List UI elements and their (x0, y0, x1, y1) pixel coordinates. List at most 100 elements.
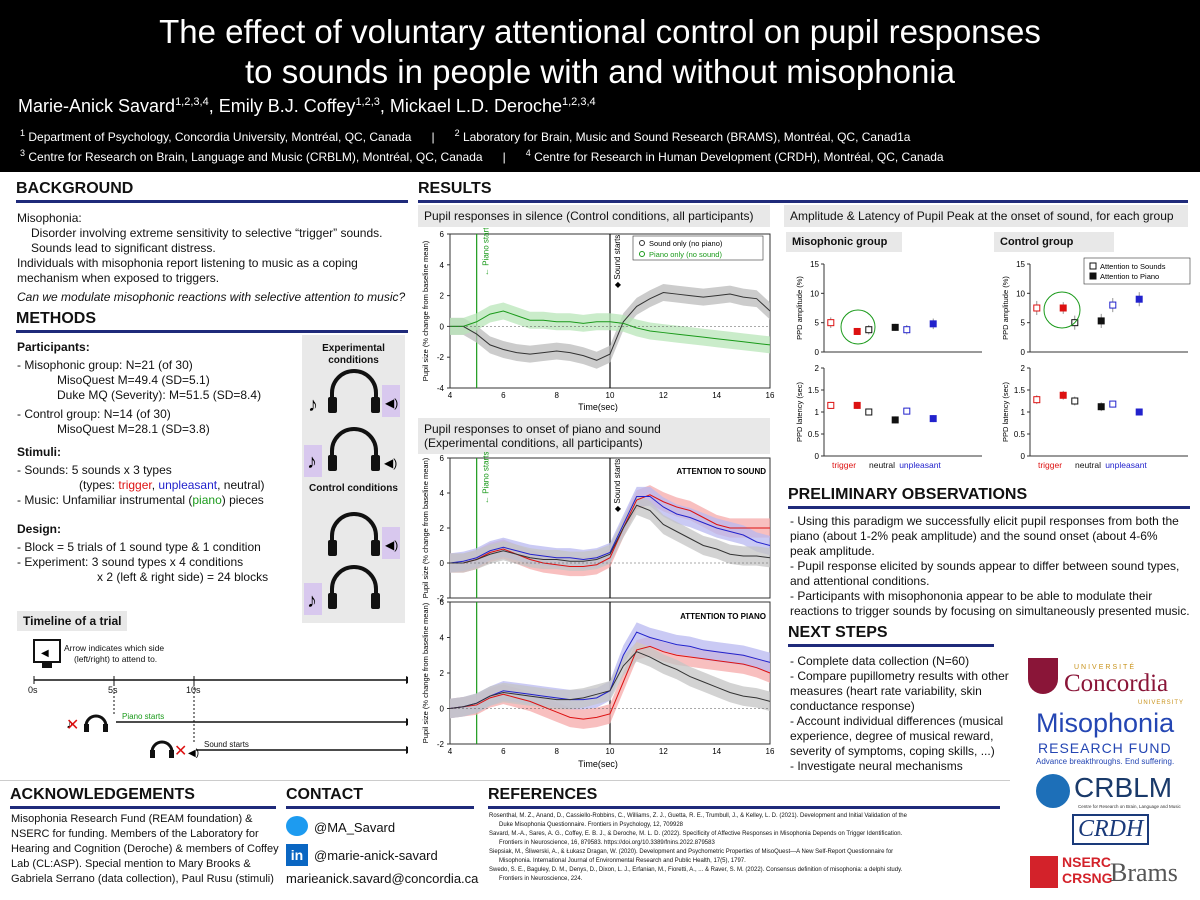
affil-text: Department of Psychology, Concordia Univ… (28, 130, 412, 144)
ref-line: Misophonia. International Journal of Env… (499, 858, 746, 864)
methods-heading: METHODS (16, 310, 96, 327)
data-point (1109, 400, 1117, 408)
stimuli-heading: Stimuli: (17, 445, 61, 459)
next-line: severity of symptoms, coping skills, ...… (790, 744, 995, 758)
stim-neutral: , neutral) (217, 478, 265, 492)
methods-line: - Block = 5 trials of 1 sound type & 1 c… (17, 540, 261, 554)
bg-line: mechanism when exposed to triggers. (17, 271, 220, 285)
y-tick-label: 4 (440, 261, 445, 270)
y-axis-label: PPD latency (sec) (1001, 381, 1010, 442)
email-link[interactable]: marieanick.savard@concordia.ca (286, 871, 479, 886)
category-label: neutral (869, 460, 895, 470)
conditions-panel: Experimental conditions Control conditio… (302, 335, 405, 623)
ack-line: NSERC for funding. Members of the Labora… (11, 828, 259, 840)
title-line-1: The effect of voluntary attentional cont… (159, 13, 1041, 50)
data-point (1109, 301, 1117, 309)
x-axis-label: Time(sec) (578, 759, 618, 769)
stim-comma: , (151, 478, 159, 492)
onset-bar-line: (Experimental conditions, all participan… (424, 436, 643, 450)
headphones-icon: ♪ ◀) (304, 427, 397, 477)
y-tick-label: 0 (815, 348, 820, 357)
observations-heading: PRELIMINARY OBSERVATIONS (788, 486, 1028, 503)
series-line (450, 292, 771, 361)
obs-line: peak amplitude. (790, 544, 875, 558)
ref-line: Frontiers in Neuroscience, 224. (499, 876, 583, 882)
legend-label: Neutral sounds (692, 452, 743, 453)
y-tick-label: 0 (440, 322, 445, 331)
error-band (450, 495, 770, 573)
ref-line: Duke Misophonia Questionnaire. Frontiers… (499, 822, 683, 828)
y-axis-label: Pupil size (% change from baseline mean) (421, 240, 430, 381)
y-tick-label: 0 (815, 452, 820, 461)
x-tick-label: 6 (501, 391, 506, 400)
affiliations-line-1: 1 Department of Psychology, Concordia Un… (20, 128, 910, 144)
next-line: - Account individual differences (musica… (790, 714, 1004, 728)
y-tick-label: 10 (1016, 289, 1025, 298)
piano-starts-label: ← Piano starts (482, 452, 491, 504)
legend-label: Piano only (no sound) (649, 250, 722, 259)
panel-title: ATTENTION TO PIANO (680, 612, 766, 621)
next-line: - Compare pupillometry results with othe… (790, 669, 1009, 683)
music-piano: piano (192, 493, 222, 507)
y-tick-label: -2 (437, 594, 445, 603)
next-line: - Investigate neural mechanisms (790, 759, 963, 773)
category-label: trigger (1038, 460, 1062, 470)
ref-line: Savard, M.-A., Sares, A. G., Coffey, E. … (489, 831, 903, 837)
ack-line: Lab (CL:ASP). Special mention to Mary Br… (11, 858, 251, 870)
piano-starts-label: Piano starts (122, 712, 165, 721)
y-axis-label: PPD latency (sec) (795, 381, 804, 442)
silence-chart-bar: Pupil responses in silence (Control cond… (418, 205, 770, 227)
x-tick-label: 16 (766, 391, 775, 400)
design-heading: Design: (17, 522, 62, 536)
headphones-icon: ♪ ◀) (308, 369, 400, 417)
bg-line: Individuals with misophonia report liste… (17, 256, 358, 270)
concordia-logo: Concordia (1064, 670, 1169, 697)
series-line (450, 310, 771, 346)
x-axis-label: Time(sec) (578, 402, 618, 412)
y-tick-label: 6 (440, 598, 445, 607)
nserc-logo: NSERC CRSNG (1062, 854, 1113, 886)
crblm-logo: CRBLM (1074, 772, 1173, 803)
affil-text: Centre for Research on Brain, Language a… (28, 150, 483, 164)
background-text: Misophonia: Disorder involving extreme s… (17, 211, 405, 305)
legend-marker (639, 251, 645, 257)
x-tick-label: 6 (501, 747, 506, 756)
obs-line: - Using this paradigm we successfully el… (790, 514, 1179, 528)
x-tick-label: 4 (448, 747, 453, 756)
logos-panel: UNIVERSITÉ Concordia UNIVERSITY Misophon… (1018, 648, 1194, 898)
references-rule (488, 806, 1000, 809)
panel-title: ATTENTION TO SOUND (677, 467, 767, 476)
linkedin-icon: in (286, 844, 308, 866)
twitter-handle[interactable]: @MA_Savard (314, 820, 396, 835)
next-line: experience, degree of musical reward, (790, 729, 994, 743)
series-line (450, 494, 770, 567)
title-line-2: to sounds in people with and without mis… (245, 53, 955, 90)
onset-chart-bar: Pupil responses to onset of piano and so… (418, 418, 770, 454)
highlight-circle (1043, 291, 1081, 329)
category-label: unpleasant (899, 460, 941, 470)
category-label: trigger (832, 460, 856, 470)
music-text: - Music: Unfamiliar instrumental ( (17, 493, 193, 507)
obs-line: reactions to trigger sounds by focusing … (790, 604, 1190, 618)
y-tick-label: 1 (1021, 408, 1026, 417)
obs-line: - Pupil response elicited by sounds appe… (790, 559, 1180, 573)
background-rule (16, 200, 408, 203)
ref-line: Rosenthal, M. Z., Anand, D., Cassiello-R… (489, 813, 907, 819)
crblm-brain-icon (1036, 774, 1070, 808)
y-axis-label: Pupil size (% change from baseline mean) (421, 457, 430, 598)
arrow-icon: ◀ (41, 648, 49, 659)
y-tick-label: 5 (815, 319, 820, 328)
arrow-text: Arrow indicates which side (64, 643, 165, 653)
affil-sup: 3 (20, 148, 26, 158)
y-tick-label: -4 (437, 384, 445, 393)
twitter-icon (286, 816, 308, 836)
x-tick-label: 8 (554, 391, 559, 400)
linkedin-handle[interactable]: @marie-anick-savard (314, 848, 438, 863)
methods-line: - Control group: N=14 (of 30) (17, 407, 171, 421)
author-3: Mickael L.D. Deroche (389, 96, 562, 116)
affil-separator: | (431, 130, 435, 144)
data-point (1097, 317, 1105, 325)
ack-line: Hearing and Cognition (Deroche) & member… (11, 843, 279, 855)
x-tick-label: 10 (606, 747, 615, 756)
